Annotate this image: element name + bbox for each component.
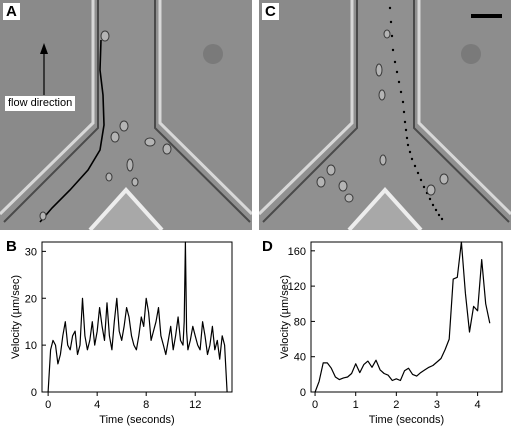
x-tick-label: 3: [434, 399, 440, 411]
panel-letter-d: D: [262, 238, 273, 255]
micrograph-panel-c: [259, 0, 511, 230]
y-tick-label: 160: [288, 246, 306, 258]
y-tick-label: 80: [294, 316, 306, 328]
x-tick-label: 1: [353, 399, 359, 411]
y-tick-label: 0: [31, 387, 37, 399]
x-axis-label: Time (seconds): [369, 414, 444, 426]
panel-letter-b: B: [6, 238, 17, 255]
x-tick-label: 4: [475, 399, 481, 411]
y-axis-label: Velocity (µm/sec): [279, 275, 291, 359]
velocity-series-line: [314, 241, 491, 393]
y-tick-label: 0: [300, 387, 306, 399]
y-axis-label: Velocity (µm/sec): [10, 275, 22, 359]
velocity-chart-d: 0 40 80 120 160 0 1 2 3 4 Time (seconds) Velocity (…: [279, 241, 503, 426]
x-axis-label: Time (seconds): [99, 414, 174, 426]
velocity-series-line: [47, 241, 228, 393]
x-tick-label: 8: [143, 399, 149, 411]
plot-frame: [310, 241, 503, 393]
x-tick-label: 0: [45, 399, 51, 411]
x-tick-label: 2: [393, 399, 399, 411]
panel-letter-c: C: [262, 3, 279, 20]
micrograph-panel-a: [0, 0, 252, 230]
y-tick-label: 10: [25, 340, 37, 352]
x-tick-label: 0: [312, 399, 318, 411]
y-tick-label: 20: [25, 293, 37, 305]
panel-letter-a: A: [3, 3, 20, 20]
x-tick-label: 12: [189, 399, 201, 411]
plot-frame: [41, 241, 233, 393]
velocity-chart-b: 0 10 20 30 0 4 8 12 Time (seconds) Velocity (µm/s…: [10, 241, 233, 426]
x-tick-label: 4: [94, 399, 100, 411]
y-tick-label: 120: [288, 281, 306, 293]
y-tick-label: 40: [294, 352, 306, 364]
y-tick-label: 30: [25, 246, 37, 258]
flow-direction-label: flow direction: [5, 96, 76, 111]
